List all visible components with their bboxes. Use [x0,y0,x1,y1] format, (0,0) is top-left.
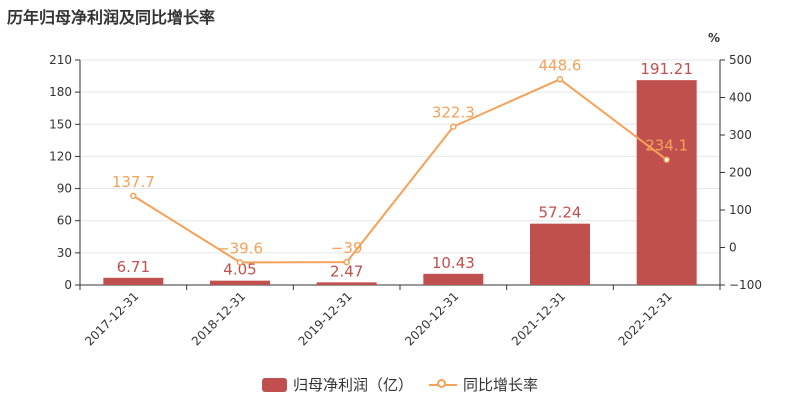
y-left-tick-label: 90 [57,182,72,196]
bar [530,223,590,285]
bar-value-label: 57.24 [539,204,582,222]
growth-value-label: 137.7 [112,173,155,191]
y-right-tick-label: 0 [729,241,737,255]
growth-value-label: −39.6 [217,239,263,257]
growth-point [343,258,350,266]
growth-value-label: −39 [331,239,363,257]
growth-point [236,259,244,266]
y-right-tick-label: 400 [729,91,752,105]
bar [316,282,377,285]
legend-item-profit[interactable]: 归母净利润（亿） [261,374,413,395]
x-tick-label: 2020-12-31 [402,289,461,348]
y-right-tick-label: −100 [729,278,762,292]
y-left-tick-label: 0 [64,278,72,292]
y-right-tick-label: 100 [729,203,752,217]
legend-label-profit: 归母净利润（亿） [292,376,413,394]
bar [636,80,697,285]
legend-bar-swatch [261,377,287,392]
x-tick-label: 2017-12-31 [82,289,141,348]
bar [103,277,164,285]
bar [423,273,484,285]
growth-point [450,123,457,130]
growth-point [556,76,564,83]
y-right-tick-label: 500 [729,53,752,67]
bar-value-label: 6.71 [117,258,150,276]
y-left-tick-label: 180 [49,85,72,99]
growth-value-label: 448.6 [539,56,582,74]
x-tick-label: 2021-12-31 [509,289,568,348]
legend-line-swatch [429,378,457,392]
growth-value-label: 234.1 [645,137,688,155]
bar-value-label: 10.43 [432,254,475,272]
growth-point [130,192,137,200]
y-left-tick-label: 30 [57,246,72,260]
y-right-tick-label: 200 [729,166,752,180]
x-tick-label: 2019-12-31 [296,289,355,348]
y-left-tick-label: 150 [49,117,72,131]
bar-value-label: 191.21 [640,60,693,78]
y-right-tick-label: 300 [729,128,752,142]
x-tick-label: 2022-12-31 [616,289,675,348]
y-left-tick-label: 210 [49,53,72,67]
growth-value-label: 322.3 [432,104,475,122]
legend-item-growth[interactable]: 同比增长率 [429,374,538,395]
bar-value-label: 2.47 [330,262,363,280]
y-left-tick-label: 120 [49,149,72,163]
x-tick-label: 2018-12-31 [189,289,248,348]
bar-value-label: 4.05 [223,261,256,279]
y-left-tick-label: 60 [57,214,72,228]
legend: 归母净利润（亿） 同比增长率 [0,374,800,395]
growth-line [132,78,668,264]
legend-label-growth: 同比增长率 [463,376,539,394]
bar [210,280,270,285]
growth-point [663,156,670,163]
y-right-axis-unit: % [708,31,720,45]
chart-title: 历年归母净利润及同比增长率 [7,8,216,27]
